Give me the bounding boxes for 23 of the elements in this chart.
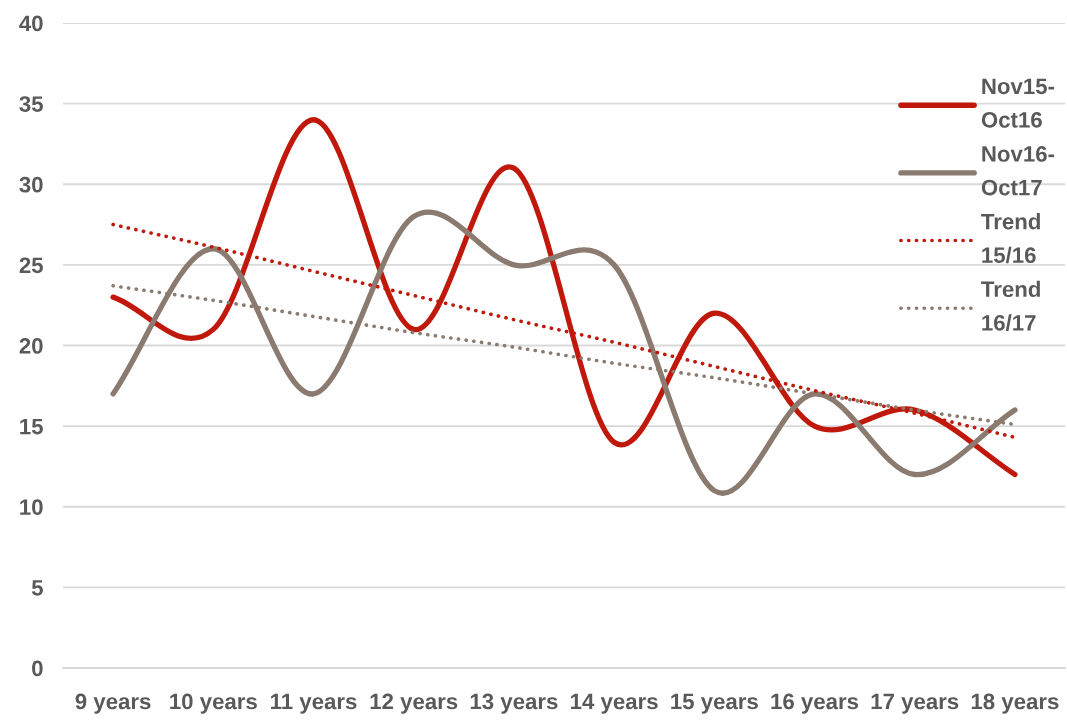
x-tick-label: 16 years — [771, 693, 859, 714]
y-tick-label: 30 — [19, 176, 43, 193]
legend-label: Trend 15/16 — [981, 213, 1040, 264]
y-tick-label: 25 — [19, 257, 43, 274]
y-tick-label: 20 — [19, 338, 43, 354]
y-tick-label: 35 — [19, 96, 43, 112]
y-tick-label: 10 — [20, 499, 43, 516]
y-tick-label: 40 — [19, 15, 43, 32]
legend-label: Trend 16/17 — [981, 280, 1040, 331]
x-tick-label: 9 years — [75, 693, 151, 714]
x-tick-label: 14 years — [571, 693, 658, 714]
x-tick-label: 10 years — [170, 693, 257, 714]
legend-label: Nov15-Oct16 — [981, 78, 1055, 128]
x-tick-label: 15 years — [671, 693, 758, 714]
x-tick-label: 13 years — [470, 693, 558, 714]
x-tick-label: 17 years — [871, 693, 959, 714]
legend-label: Nov16-Oct17 — [981, 146, 1055, 196]
x-tick-label: 11 years — [271, 693, 357, 714]
x-tick-label: 12 years — [370, 693, 458, 714]
y-tick-label: 5 — [31, 580, 43, 596]
y-tick-label: 15 — [20, 418, 43, 435]
x-tick-label: 18 years — [971, 693, 1059, 714]
y-tick-label: 0 — [32, 660, 43, 677]
